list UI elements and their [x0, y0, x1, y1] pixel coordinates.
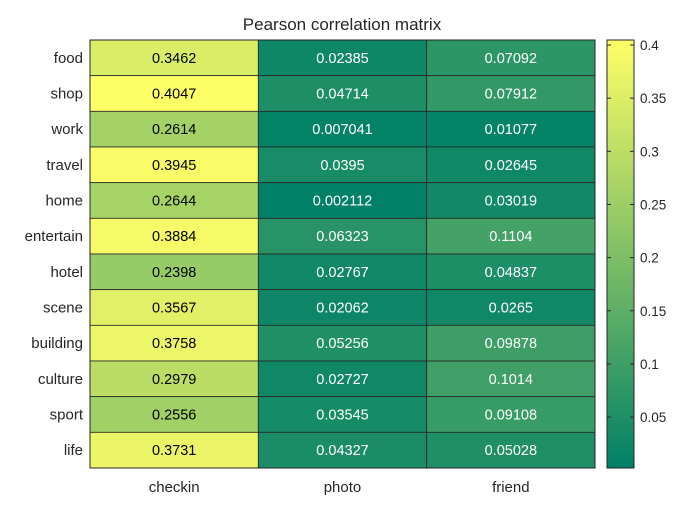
cell-value-label: 0.09878 — [485, 336, 537, 352]
cell-value-label: 0.3945 — [152, 158, 196, 174]
heatmap-cell — [89, 182, 259, 219]
cell-value-label: 0.1014 — [489, 372, 533, 388]
y-tick-label: scene — [43, 300, 83, 317]
heatmap-cell — [89, 253, 259, 291]
heatmap-cell — [426, 253, 596, 291]
cell-value-label: 0.07092 — [485, 51, 537, 67]
heatmap-cell — [257, 75, 428, 112]
y-tick-label: building — [31, 335, 83, 352]
cell-value-label: 0.06323 — [316, 229, 368, 245]
cell-value-label: 0.04837 — [485, 265, 537, 281]
colorbar-tick-label: 0.1 — [640, 357, 659, 372]
y-tick-label: work — [50, 121, 83, 138]
y-tick-label: sport — [50, 407, 84, 424]
heatmap-cell — [257, 39, 428, 77]
heatmap-cell — [257, 289, 428, 326]
colorbar — [606, 39, 635, 469]
cell-value-label: 0.02645 — [485, 158, 537, 174]
cell-value-label: 0.3567 — [152, 301, 196, 317]
plot-frame — [89, 39, 596, 469]
colorbar-tick-label: 0.35 — [640, 91, 666, 106]
y-tick-label: life — [64, 442, 83, 459]
heatmap-cell — [426, 431, 596, 469]
cell-value-label: 0.04714 — [316, 87, 368, 103]
y-tick-label: food — [54, 50, 83, 67]
heatmap-cell — [426, 146, 596, 184]
heatmap-cells — [89, 39, 596, 469]
cell-value-label: 0.0395 — [320, 158, 364, 174]
y-tick-label: shop — [50, 86, 83, 103]
heatmap-cell — [89, 396, 259, 433]
heatmap-cell — [89, 360, 259, 398]
cell-value-label: 0.2644 — [152, 194, 196, 210]
heatmap-cell — [257, 360, 428, 398]
cell-value-label: 0.3731 — [152, 443, 196, 459]
y-tick-label: travel — [46, 157, 83, 174]
heatmap-cell — [89, 324, 259, 362]
y-tick-label: entertain — [25, 228, 83, 245]
cell-value-label: 0.05028 — [485, 443, 537, 459]
cell-value-label: 0.01077 — [485, 122, 537, 138]
colorbar-tick-label: 0.3 — [640, 144, 659, 159]
heatmap-cell — [426, 217, 596, 255]
colorbar-ticks: 0.05 0.1 0.15 0.2 0.25 0.3 0.35 0.4 — [607, 38, 666, 425]
heatmap-cell — [257, 182, 428, 219]
x-axis-tick-labels: checkin photo friend — [149, 479, 530, 496]
x-tick-label: friend — [492, 479, 530, 496]
cell-value-label: 0.02767 — [316, 265, 368, 281]
colorbar-tick-label: 0.4 — [640, 38, 659, 53]
cell-value-label: 0.0265 — [489, 301, 533, 317]
heatmap-cell — [89, 39, 259, 77]
heatmap-cell — [257, 110, 428, 148]
heatmap-cell — [89, 289, 259, 326]
cell-value-label: 0.007041 — [312, 122, 372, 138]
cell-value-label: 0.3884 — [152, 229, 196, 245]
cell-value-label: 0.2614 — [152, 122, 196, 138]
colorbar-tick-label: 0.2 — [640, 251, 659, 266]
heatmap-cell — [426, 324, 596, 362]
cell-value-label: 0.09108 — [485, 408, 537, 424]
x-tick-label: photo — [324, 479, 362, 496]
cell-value-label: 0.02062 — [316, 301, 368, 317]
cell-value-label: 0.3758 — [152, 336, 196, 352]
heatmap-value-labels: 0.3462 0.02385 0.07092 0.4047 0.04714 0.07912… — [152, 51, 537, 459]
cell-value-label: 0.03019 — [485, 194, 537, 210]
cell-value-label: 0.03545 — [316, 408, 368, 424]
heatmap-cell — [89, 146, 259, 184]
cell-value-label: 0.02727 — [316, 372, 368, 388]
heatmap-cell — [257, 217, 428, 255]
heatmap-cell — [89, 75, 259, 112]
y-tick-label: home — [45, 193, 83, 210]
cell-value-label: 0.3462 — [152, 51, 196, 67]
cell-value-label: 0.2398 — [152, 265, 196, 281]
colorbar-tick-label: 0.05 — [640, 410, 666, 425]
colorbar-tick-label: 0.25 — [640, 197, 666, 212]
cell-value-label: 0.05256 — [316, 336, 368, 352]
heatmap-cell — [257, 253, 428, 291]
cell-value-label: 0.07912 — [485, 87, 537, 103]
heatmap-cell — [426, 75, 596, 112]
cell-value-label: 0.002112 — [313, 194, 372, 210]
cell-value-label: 0.1104 — [489, 229, 532, 245]
cell-value-label: 0.04327 — [316, 443, 368, 459]
heatmap-cell — [257, 431, 428, 469]
chart-title: Pearson correlation matrix — [243, 15, 442, 34]
y-tick-label: hotel — [50, 264, 83, 281]
y-tick-label: culture — [38, 371, 83, 388]
y-axis-tick-labels: food shop work travel home entertain hotel scen… — [25, 50, 84, 459]
colorbar-tick-label: 0.15 — [640, 304, 666, 319]
cell-value-label: 0.2556 — [152, 408, 196, 424]
cell-value-label: 0.02385 — [316, 51, 368, 67]
cell-value-label: 0.2979 — [152, 372, 196, 388]
x-tick-label: checkin — [149, 479, 200, 496]
cell-value-label: 0.4047 — [152, 87, 196, 103]
